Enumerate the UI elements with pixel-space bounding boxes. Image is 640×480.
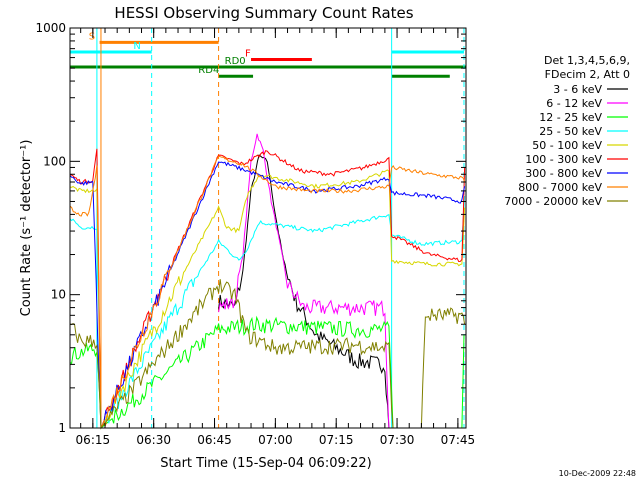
y-tick-label-0: 1: [58, 421, 66, 435]
series-line-0: [218, 154, 390, 429]
y-tick-label-2: 100: [43, 154, 66, 168]
legend-label-5: 100 - 300 keV: [525, 153, 602, 166]
plot-frame: [69, 27, 467, 429]
y-axis-label: Count Rate (s⁻¹ detector⁻¹): [19, 140, 34, 317]
legend-label-8: 7000 - 20000 keV: [504, 195, 602, 208]
x-tick-label-5: 07:30: [380, 433, 415, 447]
legend-label-1: 6 - 12 keV: [546, 97, 602, 110]
series-line-5: [69, 148, 466, 429]
series-line-4: [69, 169, 466, 430]
flag-label-s: S: [89, 31, 95, 42]
legend: Det 1,3,4,5,6,9,FDecim 2, Att 0 3 - 6 keV…: [504, 54, 630, 208]
y-axis: 1 10 100 1000: [35, 21, 466, 435]
legend-label-7: 800 - 7000 keV: [518, 181, 602, 194]
x-tick-label-4: 07:15: [319, 433, 354, 447]
legend-label-3: 25 - 50 keV: [539, 125, 602, 138]
x-tick-label-2: 06:45: [197, 433, 232, 447]
series-line-3: [69, 195, 466, 430]
series-line-1: [218, 133, 390, 429]
legend-header-1: FDecim 2, Att 0: [545, 68, 630, 81]
flag-label-f: F: [245, 49, 251, 60]
x-tick-label-0: 06:15: [76, 433, 111, 447]
x-tick-label-3: 07:00: [258, 433, 293, 447]
legend-label-0: 3 - 6 keV: [553, 83, 602, 96]
y-tick-label-1: 10: [51, 288, 66, 302]
date-stamp: 10-Dec-2009 22:48: [559, 469, 636, 478]
y-tick-label-3: 1000: [35, 21, 66, 35]
legend-label-2: 12 - 25 keV: [539, 111, 602, 124]
legend-header-0: Det 1,3,4,5,6,9,: [544, 54, 630, 67]
x-axis: 06:15 06:30 06:45 07:00 07:15 07:30 07:45: [76, 28, 476, 447]
series-line-8: [69, 279, 466, 430]
x-tick-label-6: 07:45: [441, 433, 476, 447]
legend-label-6: 300 - 800 keV: [525, 167, 602, 180]
x-tick-label-1: 06:30: [136, 433, 171, 447]
flag-label-n: N: [133, 41, 140, 52]
series-line-7: [69, 155, 466, 429]
flag-label-rd4: RD4: [198, 65, 219, 76]
x-axis-label: Start Time (15-Sep-04 06:09:22): [160, 456, 371, 471]
series-line-2: [69, 315, 465, 430]
legend-label-4: 50 - 100 keV: [532, 139, 602, 152]
flag-label-rd0: RD0: [225, 56, 246, 67]
chart-title: HESSI Observing Summary Count Rates: [114, 4, 413, 22]
